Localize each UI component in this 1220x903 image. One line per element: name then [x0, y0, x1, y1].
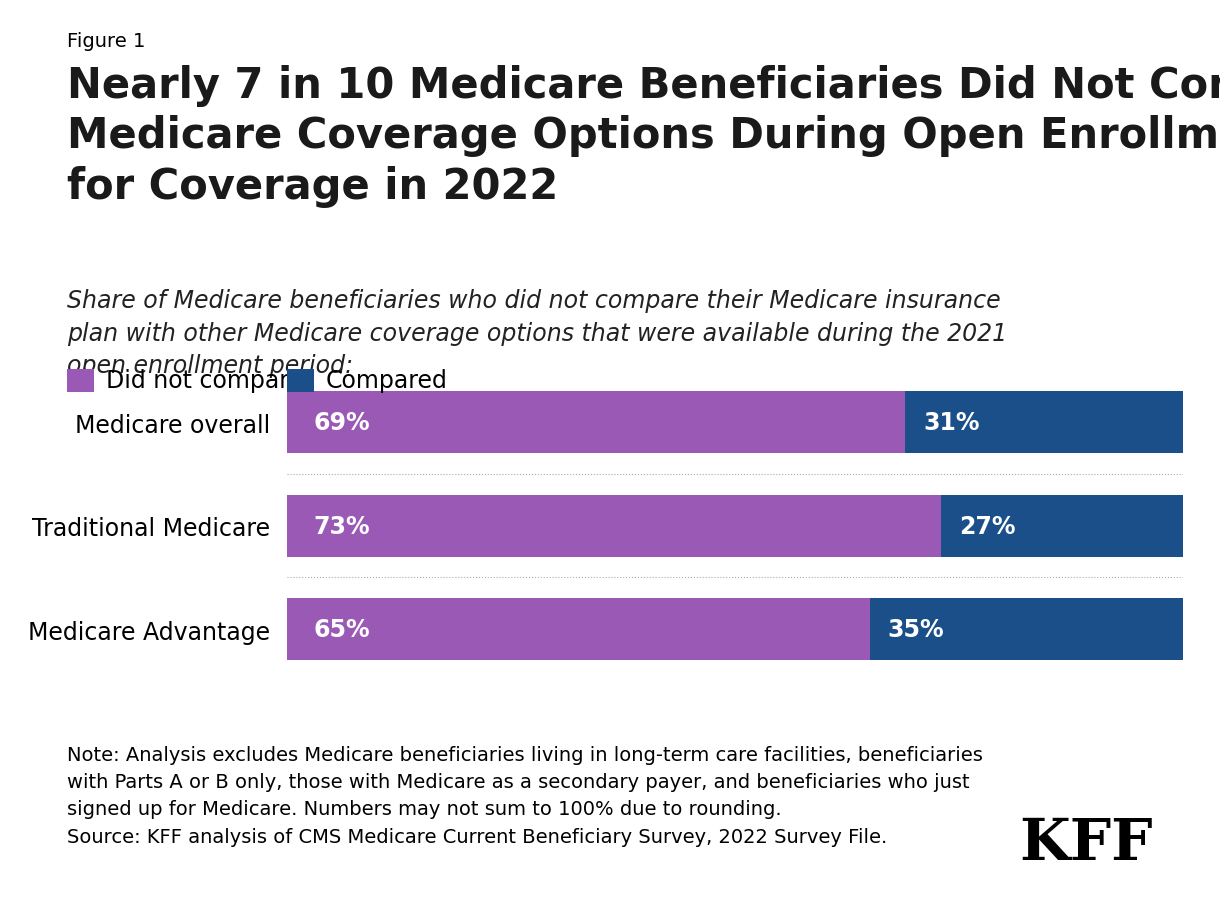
- Bar: [287, 599, 870, 660]
- Text: 35%: 35%: [887, 618, 944, 641]
- Text: KFF: KFF: [1020, 815, 1153, 871]
- Text: Did not compare: Did not compare: [106, 369, 303, 393]
- Bar: [870, 599, 1183, 660]
- Text: 69%: 69%: [314, 411, 370, 434]
- Text: Figure 1: Figure 1: [67, 32, 145, 51]
- Text: 27%: 27%: [959, 514, 1016, 538]
- Text: 31%: 31%: [924, 411, 980, 434]
- Text: Share of Medicare beneficiaries who did not compare their Medicare insurance
pla: Share of Medicare beneficiaries who did …: [67, 289, 1008, 378]
- Text: 65%: 65%: [314, 618, 370, 641]
- Text: 73%: 73%: [314, 514, 370, 538]
- Text: Nearly 7 in 10 Medicare Beneficiaries Did Not Compare
Medicare Coverage Options : Nearly 7 in 10 Medicare Beneficiaries Di…: [67, 65, 1220, 208]
- Text: Note: Analysis excludes Medicare beneficiaries living in long-term care faciliti: Note: Analysis excludes Medicare benefic…: [67, 745, 983, 845]
- Bar: [942, 495, 1183, 557]
- Bar: [287, 495, 942, 557]
- Bar: [905, 392, 1183, 453]
- Bar: [287, 392, 905, 453]
- Text: Compared: Compared: [326, 369, 448, 393]
